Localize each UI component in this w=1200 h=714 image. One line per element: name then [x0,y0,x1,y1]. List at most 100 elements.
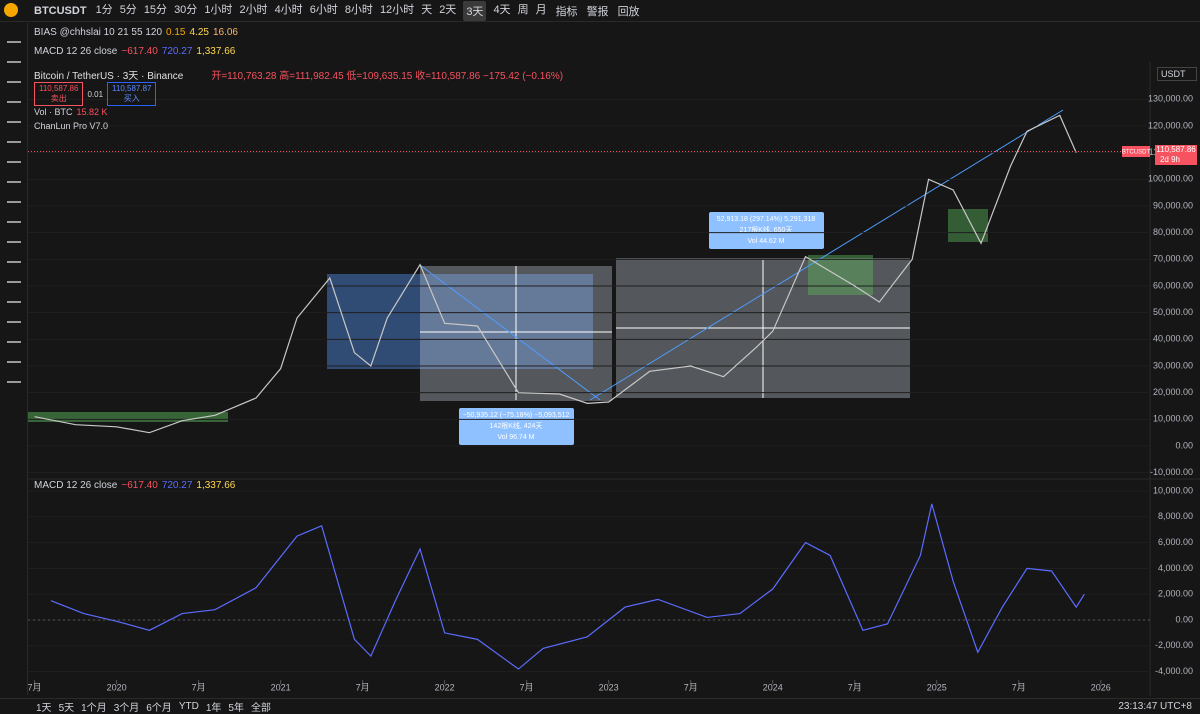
y-tick-label: 90,000.00 [1153,200,1193,210]
symbol[interactable]: BTCUSDT [34,4,87,17]
x-tick-label: 2024 [763,682,783,692]
indicator-value: 1,337.66 [196,46,236,57]
y-tick-label: 10,000.00 [1153,414,1193,424]
legend: Bitcoin / TetherUS · 3天 · Binance 开=110,7… [34,67,563,82]
y-tick-label: 50,000.00 [1153,307,1193,317]
volume-value: 15.82 K [76,107,108,117]
indicator-row: MACD 12 26 close −617.40 720.27 1,337.66 [34,480,235,491]
price-tag-box [1122,146,1150,157]
y-tick-label: 2,000.00 [1158,589,1193,599]
y-tick-label: 100,000.00 [1148,174,1193,184]
x-tick-label: 2025 [927,682,947,692]
indicator-value: 1,337.66 [196,480,236,491]
y-tick-label: 60,000.00 [1153,280,1193,290]
interval[interactable]: 月 [535,3,547,16]
interval[interactable]: 15分 [143,3,168,16]
avatar[interactable] [4,3,18,17]
sell-price: 110,587.86 [39,84,79,93]
interval[interactable]: 2天 [439,3,457,16]
replay-button[interactable]: 回放 [617,5,640,18]
series-line [50,503,1085,670]
y-tick-label: 10,000.00 [1153,485,1193,495]
measure-label-box [709,212,824,249]
price-tag-price: 110,587.86 [1156,145,1196,154]
indicator-name: MACD 12 26 close [34,480,118,491]
range-button[interactable]: 1年 [205,703,222,714]
range-button[interactable]: 1天 [36,703,52,714]
trade-buttons: 110,587.86 卖出 0.01 110,587.87 买入 [34,82,157,106]
range-button[interactable]: YTD [178,701,199,712]
x-tick-label: 7月 [356,682,370,692]
x-tick-label: 7月 [520,682,534,692]
indicator-value: −617.40 [121,46,158,57]
series-line [34,114,1077,434]
clock: 23:13:47 UTC+8 [1118,701,1192,712]
indicator-value: 720.27 [161,480,193,491]
x-tick-label: 7月 [684,682,698,692]
x-tick-label: 2022 [435,682,455,692]
indicator-value: 720.27 [161,46,193,57]
range-button[interactable]: 5年 [228,703,244,714]
trend-line [419,264,601,401]
range-button[interactable]: 1个月 [81,703,107,714]
indicator-name: BIAS @chhslai 10 21 55 120 [34,27,163,38]
y-tick-label: 40,000.00 [1153,334,1193,344]
measure-label: Vol 96.74 M [498,434,535,441]
interval[interactable]: 天 [421,3,433,16]
range-button[interactable]: 全部 [250,703,271,714]
top-toolbar: BTCUSDT 1分 5分 15分 30分 1小时 2小时 4小时 6小时 8小时 12小时天 2天… [0,0,1200,22]
volume-label: Vol · BTC [34,107,73,117]
interval[interactable]: 1小时 [204,3,233,16]
zone-box [948,209,988,242]
buy-price: 110,587.87 [112,84,152,93]
x-tick-label: 2023 [599,682,619,692]
currency-select[interactable]: USDT [1157,67,1197,81]
interval[interactable]: 30分 [174,3,198,16]
price-tag-box [1155,145,1197,165]
buy-button[interactable]: 110,587.87 买入 [107,82,157,106]
alerts-button[interactable]: 警报 [586,5,609,18]
y-tick-label: 4,000.00 [1158,563,1193,573]
interval[interactable]: 周 [517,3,529,16]
drawing-toolbar [0,23,28,695]
indicator-label: ChanLun Pro V7.0 [34,121,109,131]
indicators-button[interactable]: 指标 [555,5,578,18]
interval[interactable]: 6小时 [309,3,338,16]
y-tick-label: 70,000.00 [1153,254,1193,264]
interval[interactable]: 2小时 [239,3,268,16]
range-button[interactable]: 5天 [58,703,75,714]
x-tick-label: 7月 [1012,682,1026,692]
legend-ohlc: 开=110,763.28 高=111,982.45 低=109,635.15 收… [211,71,564,82]
interval[interactable]: 4小时 [274,3,303,16]
interval[interactable]: 3天 [463,0,487,21]
interval[interactable]: 5分 [119,3,137,16]
measure-label: 52,913.18 (297.14%) 5,291,318 [717,216,816,223]
x-tick-label: 2020 [107,682,127,692]
indicator-value: 4.25 [189,27,209,38]
sell-label: 卖出 [50,94,67,103]
interval[interactable]: 4天 [493,3,511,16]
measure-label: −50,935.12 (−75.18%) −5,093,512 [463,412,570,419]
interval[interactable]: 1分 [95,3,113,16]
x-tick-label: 2026 [1091,682,1111,692]
legend-title: Bitcoin / TetherUS · 3天 · Binance [34,71,184,82]
sell-button[interactable]: 110,587.86 卖出 [34,82,84,106]
range-button[interactable]: 6个月 [146,703,172,714]
measure-label: 142根K线, 424天 [490,421,543,430]
measure-label: Vol 44.62 M [748,238,785,245]
y-tick-label: 0.00 [1175,614,1193,624]
y-tick-label: 80,000.00 [1153,227,1193,237]
price-tag-symbol: BTCUSDT [1122,150,1151,156]
indicator-value: 16.06 [212,27,238,38]
y-tick-label: 20,000.00 [1153,387,1193,397]
range-button[interactable]: 3个月 [113,703,140,714]
intervals: 1分 5分 15分 30分 1小时 2小时 4小时 6小时 8小时 12小时天 2天 3天 4天周月 [95,0,547,21]
x-tick-label: 7月 [848,682,862,692]
indicator-value: −617.40 [121,480,158,491]
x-tick-label: 2021 [271,682,291,692]
interval[interactable]: 12小时 [379,3,415,16]
interval[interactable]: 8小时 [344,3,373,16]
y-tick-label: 8,000.00 [1158,511,1193,521]
